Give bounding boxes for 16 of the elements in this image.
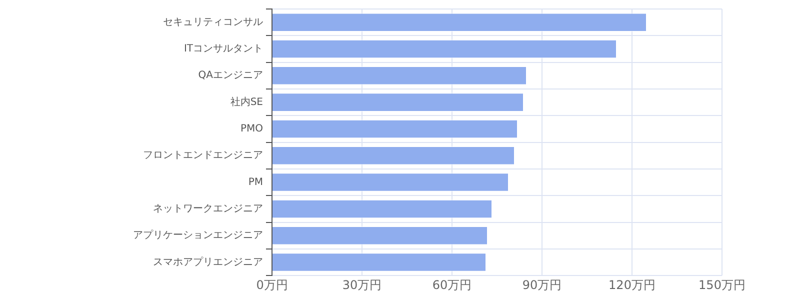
- x-tick-label: 60万円: [432, 278, 472, 292]
- x-tick-label: 30万円: [342, 278, 382, 292]
- y-tick-label: PM: [248, 176, 263, 188]
- y-tick-label: PMO: [240, 124, 264, 135]
- y-tick-label: アプリケーションエンジニア: [133, 229, 263, 242]
- y-tick-label: フロントエンドエンジニア: [143, 150, 263, 162]
- y-tick-label: ITコンサルタント: [184, 44, 263, 55]
- x-tick-label: 150万円: [698, 278, 746, 292]
- y-tick-label: QAエンジニア: [198, 70, 263, 82]
- x-tick-label: 0万円: [256, 278, 288, 292]
- y-tick-label: スマホアプリエンジニア: [153, 256, 263, 268]
- y-tick-label: セキュリティコンサル: [163, 16, 263, 28]
- y-tick-label: ネットワークエンジニア: [153, 204, 263, 215]
- x-tick-label: 90万円: [522, 278, 562, 292]
- x-tick-label: 120万円: [608, 278, 656, 292]
- y-tick-label: 社内SE: [230, 96, 263, 108]
